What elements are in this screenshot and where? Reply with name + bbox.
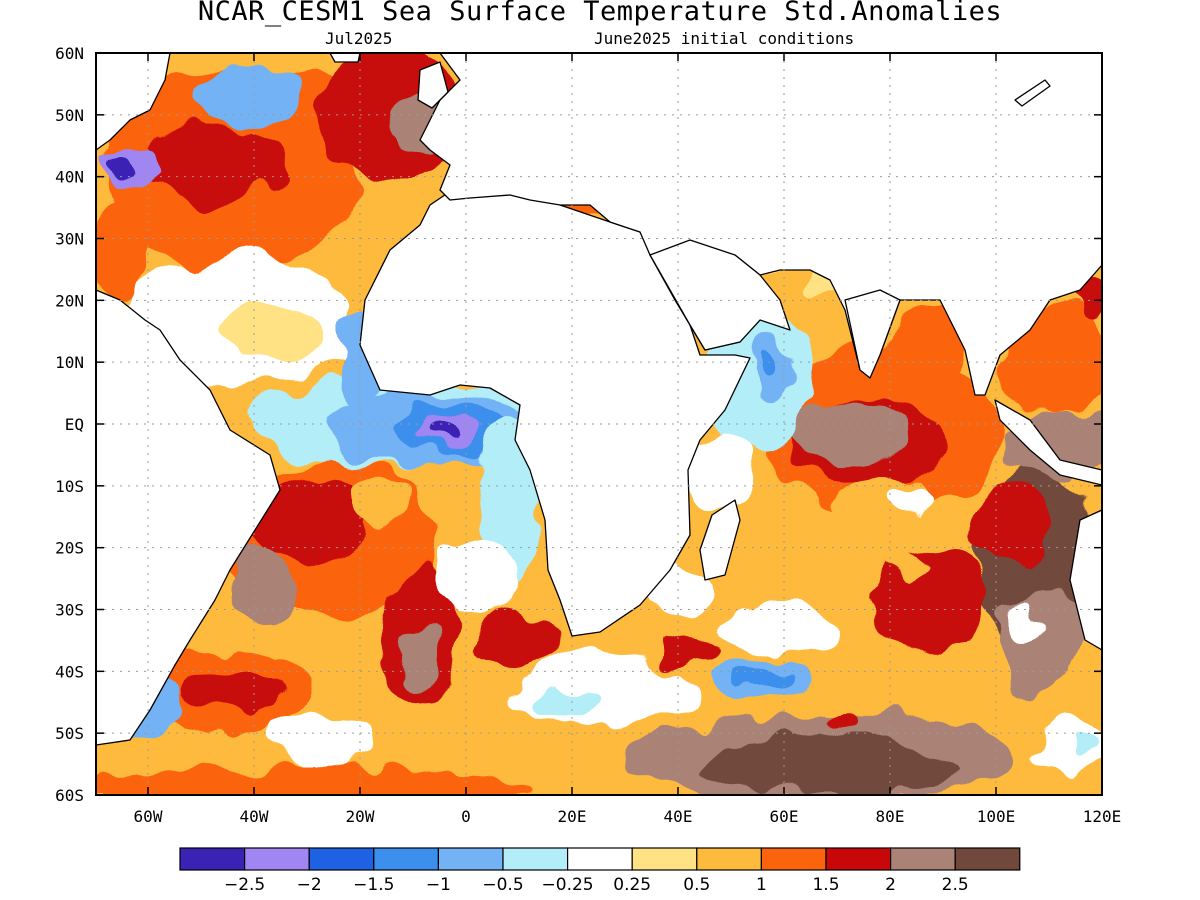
- lat-label: 60S: [55, 786, 84, 805]
- colorbar-swatch: [889, 847, 956, 871]
- lon-label: 100E: [977, 807, 1016, 826]
- india-landmass: [844, 289, 901, 379]
- lon-label: 80E: [876, 807, 905, 826]
- colorbar-swatch: [437, 847, 504, 871]
- colorbar: −2.5 −2 −1.5 −1 −0.5 −0.25 0.25 0.5 1 1.5 2 2.5: [179, 847, 1021, 895]
- lon-label: 60E: [770, 807, 799, 826]
- lat-label: 50S: [55, 724, 84, 743]
- australia-landmass: [1069, 509, 1102, 651]
- lon-label: 0: [461, 807, 471, 826]
- lon-label: 40E: [664, 807, 693, 826]
- colorbar-swatch: [179, 847, 246, 871]
- colorbar-swatch: [825, 847, 892, 871]
- lon-label: 60W: [134, 807, 163, 826]
- lat-label: 10S: [55, 477, 84, 496]
- colorbar-label: −2: [297, 875, 322, 895]
- colorbar-label: 2.5: [942, 875, 969, 895]
- north-america-east: [96, 289, 281, 746]
- lat-label: 40S: [55, 662, 84, 681]
- colorbar-swatch: [696, 847, 762, 871]
- colorbar-swatch: [954, 847, 1021, 871]
- colorbar-swatch: [631, 847, 698, 871]
- lon-label: 120E: [1083, 807, 1122, 826]
- colorbar-swatch: [760, 847, 827, 871]
- colorbar-label: −0.25: [542, 875, 594, 895]
- colorbar-swatch: [502, 847, 569, 871]
- lat-label: 40N: [55, 168, 84, 187]
- lat-label: 30S: [55, 601, 84, 620]
- latitude-labels: 60N 50N 40N 30N 20N 10N EQ 10S 20S 30S 40S 50S 60S: [55, 44, 1102, 805]
- lat-label: 30N: [55, 230, 84, 249]
- map-title: NCAR_CESM1 Sea Surface Temperature Std.A…: [197, 0, 1003, 27]
- arabia-landmass: [649, 239, 791, 351]
- lon-label: 20W: [346, 807, 375, 826]
- colorbar-swatch: [373, 847, 439, 871]
- americas-landmass: [96, 53, 171, 151]
- colorbar-swatch: [244, 847, 310, 871]
- lat-label: 50N: [55, 106, 84, 125]
- colorbar-swatch: [308, 847, 375, 871]
- lat-label: 20S: [55, 539, 84, 558]
- colorbar-label: −1: [426, 875, 451, 895]
- lat-label: 10N: [55, 353, 84, 372]
- lat-label: 60N: [55, 44, 84, 63]
- initial-conditions-label: June2025 initial conditions: [594, 29, 855, 48]
- lon-label: 40W: [240, 807, 269, 826]
- colorbar-label: −2.5: [224, 875, 265, 895]
- colorbar-label: 0.5: [683, 875, 710, 895]
- britain-landmass: [417, 61, 449, 109]
- lon-label: 20E: [558, 807, 587, 826]
- colorbar-label: −0.5: [482, 875, 523, 895]
- continents: [96, 53, 1102, 746]
- longitude-labels: 60W 40W 20W 0 20E 40E 60E 80E 100E 120E: [134, 53, 1122, 826]
- japan-landmass: [1014, 79, 1051, 107]
- lat-label: EQ: [65, 415, 84, 434]
- indonesia-landmass: [994, 399, 1102, 486]
- valid-month-label: Jul2025: [325, 29, 393, 48]
- colorbar-label: 1.5: [812, 875, 839, 895]
- colorbar-label: 2: [885, 875, 896, 895]
- madagascar-landmass: [699, 499, 741, 581]
- lat-label: 20N: [55, 291, 84, 310]
- colorbar-label: −1.5: [353, 875, 394, 895]
- colorbar-swatch: [566, 847, 633, 871]
- iceland-landmass: [329, 53, 361, 63]
- colorbar-label: 1: [756, 875, 767, 895]
- colorbar-label: 0.25: [613, 875, 651, 895]
